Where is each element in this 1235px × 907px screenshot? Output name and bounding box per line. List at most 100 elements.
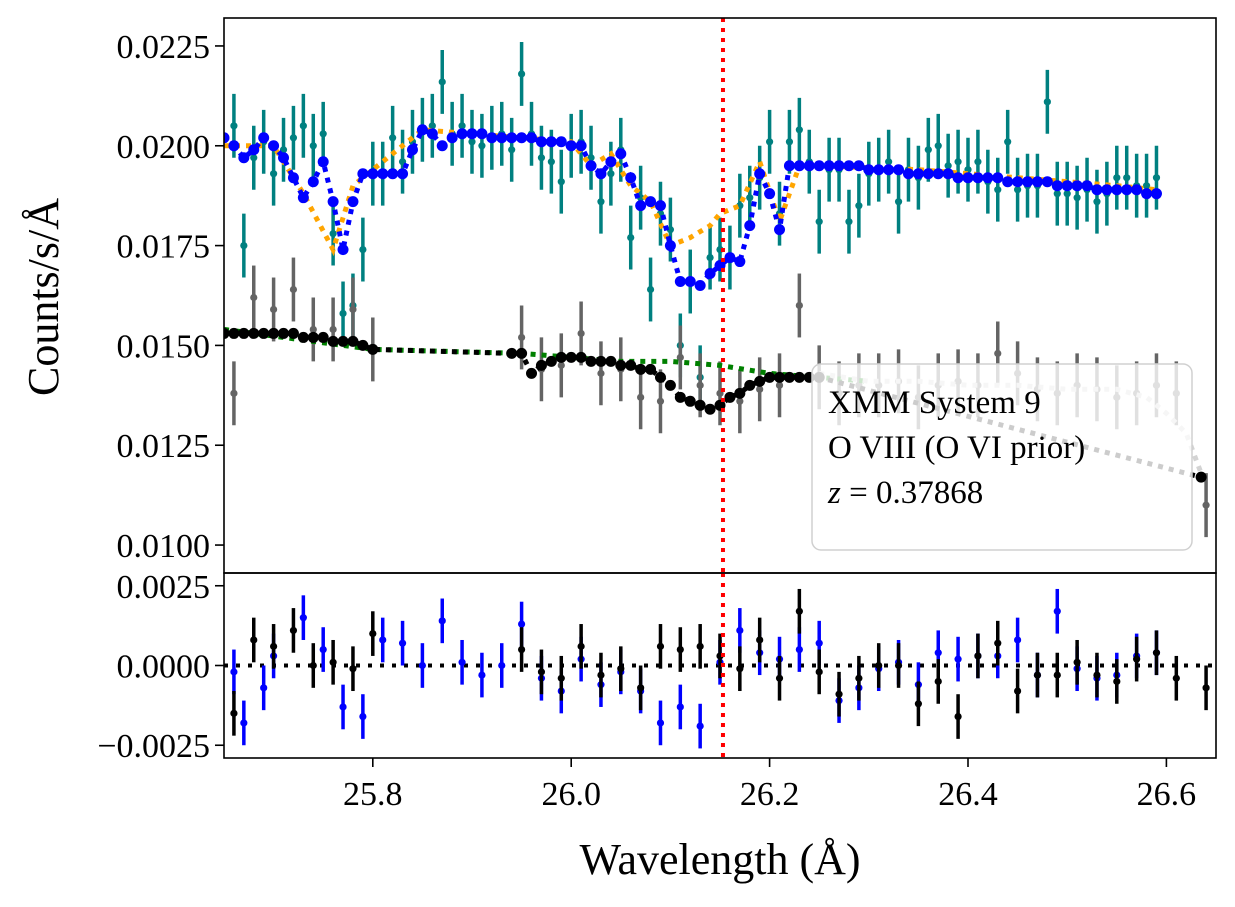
- data-point: [914, 700, 923, 708]
- data-point: [795, 645, 803, 654]
- main-y-tick-label: 0.0175: [117, 229, 211, 266]
- data-point: [270, 170, 278, 178]
- model-point: [268, 140, 280, 152]
- data-point: [875, 661, 883, 670]
- model-point: [287, 327, 299, 339]
- model-point: [476, 128, 488, 140]
- residual-panel: −0.0025 0.0000 0.0025 25.8 26.0 26.2 26.4 26.6…: [97, 569, 1217, 884]
- model-point: [337, 335, 349, 347]
- model-point: [224, 327, 230, 339]
- model-point: [1131, 184, 1143, 196]
- model-point: [347, 196, 359, 208]
- data-point: [815, 639, 823, 647]
- data-point: [934, 649, 942, 657]
- data-point: [855, 674, 863, 682]
- annotation-box: XMM System 9 O VIII (O VI prior) z = 0.3…: [811, 363, 1193, 551]
- model-point: [535, 136, 547, 148]
- annotation-frame: [811, 363, 1193, 551]
- model-point: [873, 164, 885, 176]
- data-point: [934, 142, 942, 150]
- model-point: [813, 160, 825, 172]
- data-point: [974, 652, 982, 660]
- model-point: [585, 160, 597, 172]
- model-point: [922, 168, 934, 180]
- model-point: [337, 244, 349, 256]
- data-point: [329, 230, 337, 238]
- data-point: [924, 146, 932, 154]
- data-point: [637, 393, 645, 401]
- data-point: [537, 154, 546, 162]
- data-point: [1093, 198, 1101, 206]
- main-series-3: [224, 124, 1162, 292]
- data-point: [736, 626, 744, 635]
- data-point: [785, 138, 794, 146]
- x-tick-label: 26.6: [1137, 776, 1197, 813]
- model-point: [1111, 184, 1123, 196]
- main-y-tick-label: 0.0150: [117, 328, 211, 365]
- model-point: [883, 164, 895, 176]
- data-point: [398, 639, 407, 647]
- data-point: [250, 154, 258, 162]
- model-point: [287, 172, 299, 184]
- model-point: [327, 196, 339, 208]
- data-point: [309, 142, 317, 150]
- model-point: [1141, 188, 1153, 200]
- model-point: [228, 327, 240, 339]
- data-point: [389, 134, 397, 142]
- model-point: [1071, 180, 1083, 192]
- data-point: [1202, 684, 1210, 692]
- model-point: [456, 128, 468, 140]
- model-point: [625, 172, 637, 184]
- data-point: [279, 146, 288, 154]
- data-point: [775, 381, 784, 389]
- data-point: [309, 661, 317, 670]
- data-point: [1033, 671, 1042, 679]
- data-point: [329, 658, 337, 666]
- data-point: [1093, 671, 1101, 679]
- model-point: [635, 363, 647, 375]
- data-point: [319, 645, 327, 654]
- residual-y-tick-label: 0.0000: [117, 649, 211, 686]
- model-point: [367, 343, 379, 355]
- x-tick-label: 26.2: [740, 776, 800, 813]
- data-point: [260, 684, 268, 692]
- data-point: [557, 178, 565, 186]
- x-tick-label: 25.8: [343, 776, 403, 813]
- data-point: [299, 614, 307, 622]
- data-point: [974, 158, 982, 166]
- data-point: [775, 674, 784, 682]
- data-point: [458, 658, 466, 666]
- model-point: [1051, 180, 1063, 192]
- model-point: [297, 331, 309, 343]
- data-point: [458, 122, 466, 130]
- x-tick-label: 26.4: [938, 776, 998, 813]
- data-point: [637, 684, 645, 692]
- model-point: [704, 268, 716, 280]
- data-point: [289, 285, 298, 294]
- model-point: [764, 371, 776, 383]
- data-point: [438, 617, 446, 625]
- data-point: [270, 305, 278, 314]
- data-point: [1073, 658, 1081, 666]
- model-point: [674, 276, 686, 288]
- model-point: [1121, 184, 1133, 196]
- data-point: [1142, 182, 1151, 190]
- data-point: [1113, 677, 1121, 686]
- data-point: [746, 194, 754, 202]
- main-y-axis-label: Counts/s/Å: [19, 198, 68, 396]
- model-point: [1101, 184, 1113, 196]
- model-point: [426, 128, 438, 140]
- main-y-tick-label: 0.0225: [117, 29, 211, 66]
- model-point: [932, 168, 944, 180]
- data-point: [1133, 655, 1141, 663]
- model-point: [654, 200, 666, 212]
- data-point: [478, 142, 486, 150]
- data-point: [478, 671, 486, 679]
- data-point: [468, 138, 476, 146]
- data-point: [676, 703, 684, 711]
- model-point: [793, 160, 805, 172]
- data-point: [240, 241, 248, 250]
- main-series-2: [224, 127, 1157, 257]
- model-point: [357, 168, 369, 180]
- data-point: [845, 218, 853, 226]
